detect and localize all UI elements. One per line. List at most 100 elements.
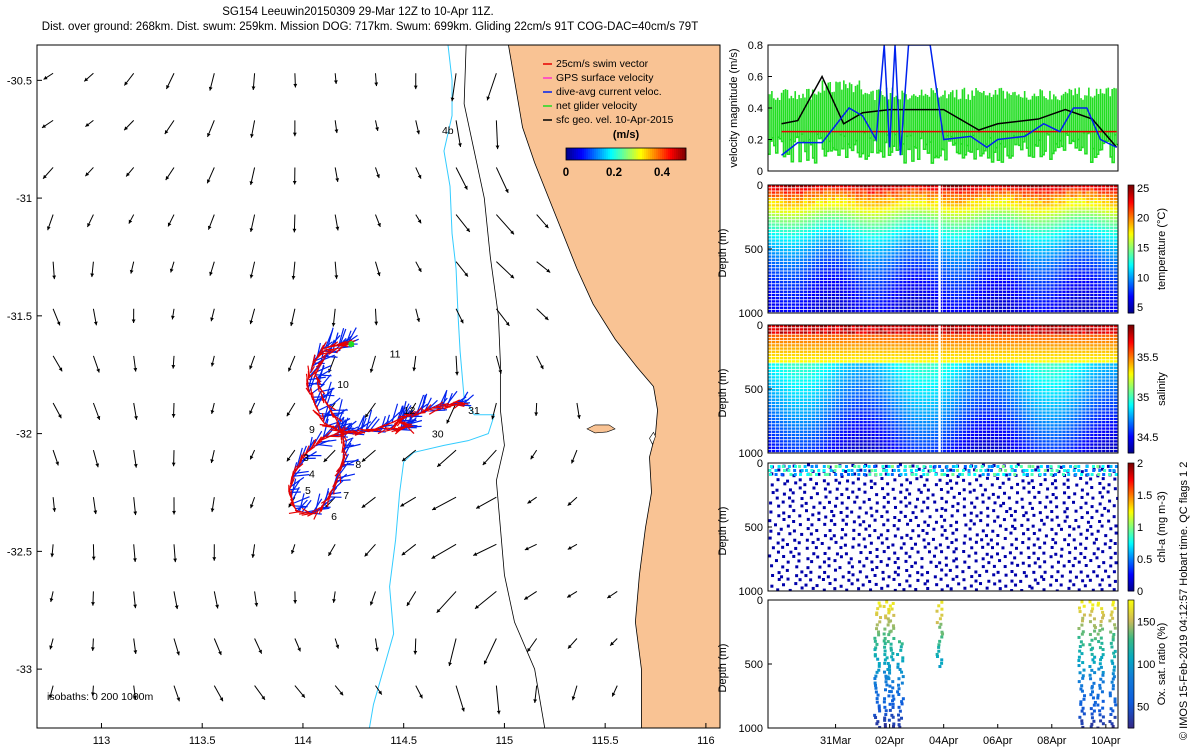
geo-vector-head bbox=[301, 693, 305, 698]
temp-cell bbox=[819, 303, 824, 306]
temp-cell bbox=[1042, 233, 1046, 236]
temp-cell bbox=[1086, 271, 1090, 274]
temp-cell bbox=[795, 223, 800, 226]
temp-cell bbox=[895, 255, 899, 258]
temp-colorbar-cell bbox=[1128, 251, 1134, 254]
temp-cell bbox=[843, 239, 847, 242]
temp-cell bbox=[899, 255, 903, 258]
temp-cell bbox=[1046, 268, 1050, 271]
temp-cell bbox=[915, 265, 919, 268]
temp-cell bbox=[978, 201, 983, 204]
temp-cell bbox=[819, 223, 824, 226]
temp-cell bbox=[946, 185, 951, 188]
temp-ytick-label: 500 bbox=[745, 244, 763, 256]
temp-cell bbox=[994, 197, 999, 201]
temp-cell bbox=[986, 303, 991, 306]
temp-cell bbox=[1038, 194, 1042, 197]
temp-cell bbox=[923, 290, 927, 293]
swim-vector bbox=[394, 427, 403, 435]
geo-vector-head bbox=[173, 558, 178, 563]
temp-cell bbox=[1094, 281, 1098, 284]
temp-colorbar-tick-label: 15 bbox=[1137, 243, 1149, 255]
temp-cell bbox=[1078, 306, 1082, 309]
dac-vector bbox=[296, 499, 308, 512]
temp-cell bbox=[1026, 265, 1030, 268]
temp-cell bbox=[931, 210, 935, 213]
temp-cell bbox=[1066, 252, 1070, 255]
temp-cell bbox=[1054, 293, 1058, 297]
temp-cell bbox=[811, 281, 816, 284]
temp-cell bbox=[958, 239, 963, 242]
temp-cell bbox=[907, 213, 911, 217]
temp-cell bbox=[1038, 265, 1042, 268]
temp-cell bbox=[855, 290, 859, 293]
temp-colorbar-cell bbox=[1128, 241, 1134, 244]
geo-vector-head bbox=[534, 412, 539, 416]
temp-cell bbox=[1006, 252, 1010, 255]
temp-cell bbox=[867, 249, 871, 252]
temp-cell bbox=[946, 220, 951, 223]
temp-cell bbox=[1038, 236, 1042, 239]
temp-cell bbox=[1110, 233, 1114, 236]
map-colorbar-cell bbox=[646, 148, 649, 160]
temp-cell bbox=[978, 217, 983, 220]
temp-cell bbox=[783, 194, 788, 197]
geo-vector-head bbox=[90, 692, 95, 696]
temp-cell bbox=[811, 210, 816, 213]
sal-cell bbox=[779, 373, 784, 376]
temp-cell bbox=[1074, 217, 1078, 220]
temp-cell bbox=[1058, 191, 1062, 194]
temp-cell bbox=[823, 194, 828, 197]
temp-cell bbox=[903, 290, 907, 293]
geo-vector-head bbox=[210, 508, 215, 513]
temp-cell bbox=[799, 197, 804, 201]
temp-cell bbox=[1058, 242, 1062, 245]
temp-cell bbox=[871, 303, 875, 306]
sal-cell bbox=[768, 366, 772, 369]
temp-cell bbox=[915, 197, 919, 201]
temp-cell bbox=[1022, 261, 1026, 265]
temp-cell bbox=[891, 213, 895, 217]
temp-cell bbox=[835, 242, 839, 245]
temp-cell bbox=[903, 233, 907, 236]
temp-cell bbox=[911, 242, 915, 245]
temp-cell bbox=[978, 287, 983, 290]
temp-cell bbox=[1094, 287, 1098, 290]
temp-cell bbox=[1094, 293, 1098, 297]
temp-cell bbox=[1114, 242, 1118, 245]
temp-cell bbox=[978, 271, 983, 274]
temp-cell bbox=[946, 223, 951, 226]
temp-cell bbox=[986, 194, 991, 197]
temp-cell bbox=[871, 274, 875, 277]
geo-vector-arrow bbox=[327, 544, 336, 557]
temp-cell bbox=[1090, 204, 1094, 207]
temp-cell bbox=[994, 309, 999, 313]
temp-cell bbox=[899, 197, 903, 201]
dac-vector bbox=[324, 381, 332, 402]
temp-cell bbox=[915, 236, 919, 239]
temp-cell bbox=[879, 245, 883, 249]
temp-cell bbox=[775, 242, 780, 245]
temp-cell bbox=[899, 236, 903, 239]
temp-cell bbox=[1026, 210, 1030, 213]
temp-cell bbox=[998, 306, 1003, 309]
temp-cell bbox=[1062, 249, 1066, 252]
map-colorbar-cell bbox=[598, 148, 601, 160]
sal-cell bbox=[768, 347, 772, 350]
temp-cell bbox=[831, 207, 835, 210]
geo-vector-arrow bbox=[571, 685, 578, 701]
temp-cell bbox=[891, 261, 895, 265]
temp-cell bbox=[923, 217, 927, 220]
geo-vector-arrow bbox=[606, 590, 618, 599]
temp-cell bbox=[986, 300, 991, 303]
temp-cell bbox=[958, 281, 963, 284]
temp-cell bbox=[875, 236, 879, 239]
dac-vector bbox=[294, 505, 308, 508]
temp-cell bbox=[768, 268, 772, 271]
temp-cell bbox=[771, 210, 776, 213]
temp-cell bbox=[1098, 191, 1102, 194]
temp-cell bbox=[1090, 197, 1094, 201]
temp-cell bbox=[919, 268, 923, 271]
temp-cell bbox=[783, 236, 788, 239]
temp-cell bbox=[931, 281, 935, 284]
